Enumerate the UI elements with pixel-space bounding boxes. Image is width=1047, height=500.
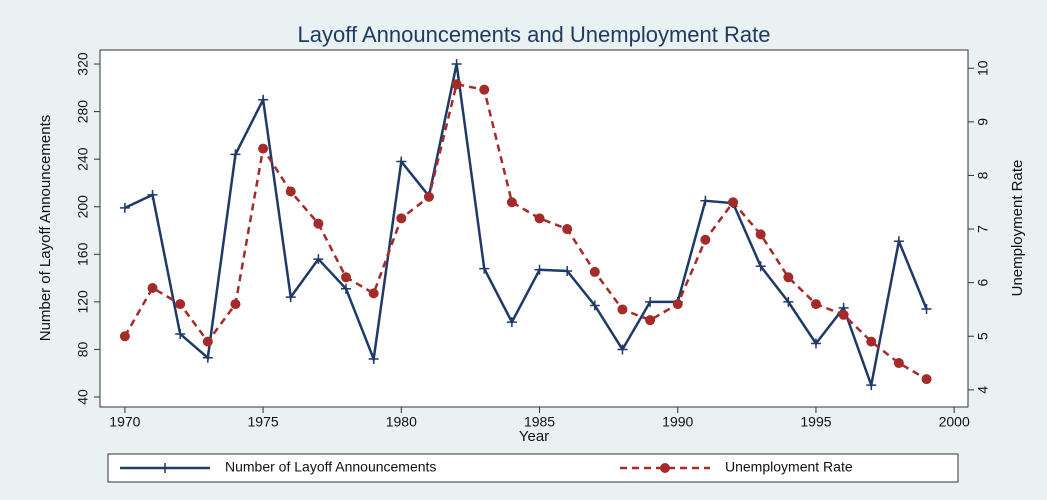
- series-line: [124, 63, 928, 390]
- point: [341, 283, 352, 294]
- point: [479, 263, 490, 274]
- point: [258, 94, 269, 105]
- y-tick-label: 120: [75, 290, 91, 314]
- plot-area: [99, 49, 969, 408]
- y2-tick-label: 5: [975, 332, 991, 340]
- point: [534, 264, 545, 275]
- y2-axis-title: Unemployment Rate: [1009, 160, 1026, 297]
- y-tick-label: 160: [75, 242, 91, 266]
- point: [700, 195, 711, 206]
- y-tick-label: 240: [75, 147, 91, 171]
- point: [147, 283, 158, 293]
- y-tick-label: 40: [75, 389, 91, 405]
- point: [451, 59, 462, 70]
- point: [258, 143, 269, 154]
- point: [838, 309, 849, 320]
- point: [783, 272, 794, 283]
- x-tick-label: 1990: [662, 414, 693, 430]
- point: [755, 229, 766, 240]
- point: [866, 336, 877, 347]
- point: [893, 358, 904, 369]
- point: [451, 79, 462, 90]
- point: [617, 304, 628, 315]
- y-tick-label: 280: [75, 100, 91, 124]
- legend-label: Unemployment Rate: [725, 459, 853, 475]
- point: [230, 299, 241, 310]
- x-tick-label: 1970: [109, 414, 140, 430]
- point: [921, 374, 932, 385]
- point: [313, 218, 324, 229]
- point: [479, 84, 490, 95]
- x-tick-label: 1975: [248, 414, 279, 430]
- x-tick-label: 1995: [800, 414, 831, 430]
- point: [119, 331, 130, 342]
- point: [423, 191, 434, 202]
- point: [506, 197, 517, 208]
- point: [645, 315, 656, 326]
- y2-tick-label: 8: [975, 171, 991, 179]
- point: [368, 353, 379, 364]
- point: [175, 328, 186, 339]
- y-tick-label: 320: [75, 52, 91, 76]
- point: [285, 186, 296, 197]
- y2-tick-label: 10: [975, 60, 991, 76]
- x-tick-label: 1985: [524, 414, 555, 430]
- y2-tick-label: 4: [975, 386, 991, 394]
- point: [119, 202, 130, 213]
- point: [783, 296, 794, 307]
- point: [202, 352, 213, 363]
- y-axis-title: Number of Layoff Announcements: [37, 115, 54, 342]
- point: [396, 156, 407, 167]
- point: [866, 380, 877, 391]
- point: [728, 197, 739, 208]
- y2-tick-label: 9: [975, 118, 991, 126]
- point: [617, 344, 628, 355]
- point: [506, 317, 517, 328]
- x-tick-label: 2000: [939, 414, 970, 430]
- y2-tick-label: 6: [975, 279, 991, 287]
- point: [700, 234, 711, 245]
- y2-tick-label: 7: [975, 225, 991, 233]
- point: [534, 213, 545, 224]
- point: [202, 336, 213, 347]
- point: [755, 261, 766, 272]
- point: [341, 272, 352, 283]
- legend-label: Number of Layoff Announcements: [225, 459, 436, 475]
- point: [230, 149, 241, 160]
- legend-marker: [660, 463, 670, 473]
- y-tick-label: 200: [75, 195, 91, 219]
- point: [589, 300, 600, 311]
- x-tick-label: 1980: [386, 414, 417, 430]
- point: [562, 224, 573, 235]
- point: [562, 265, 573, 276]
- point: [810, 338, 821, 349]
- point: [810, 299, 821, 310]
- point: [313, 254, 324, 265]
- legend-marker: [160, 463, 170, 473]
- point: [645, 296, 656, 307]
- point: [368, 288, 379, 299]
- point: [921, 304, 932, 315]
- x-axis-title: Year: [519, 428, 549, 445]
- point: [672, 299, 683, 310]
- point: [285, 292, 296, 303]
- point: [175, 299, 186, 310]
- legend: [107, 453, 959, 483]
- series-line: [123, 82, 928, 381]
- y-tick-label: 80: [75, 341, 91, 357]
- point: [396, 213, 407, 224]
- point: [589, 266, 600, 277]
- point: [893, 236, 904, 247]
- chart-title: Layoff Announcements and Unemployment Ra…: [298, 22, 771, 47]
- point: [147, 189, 158, 200]
